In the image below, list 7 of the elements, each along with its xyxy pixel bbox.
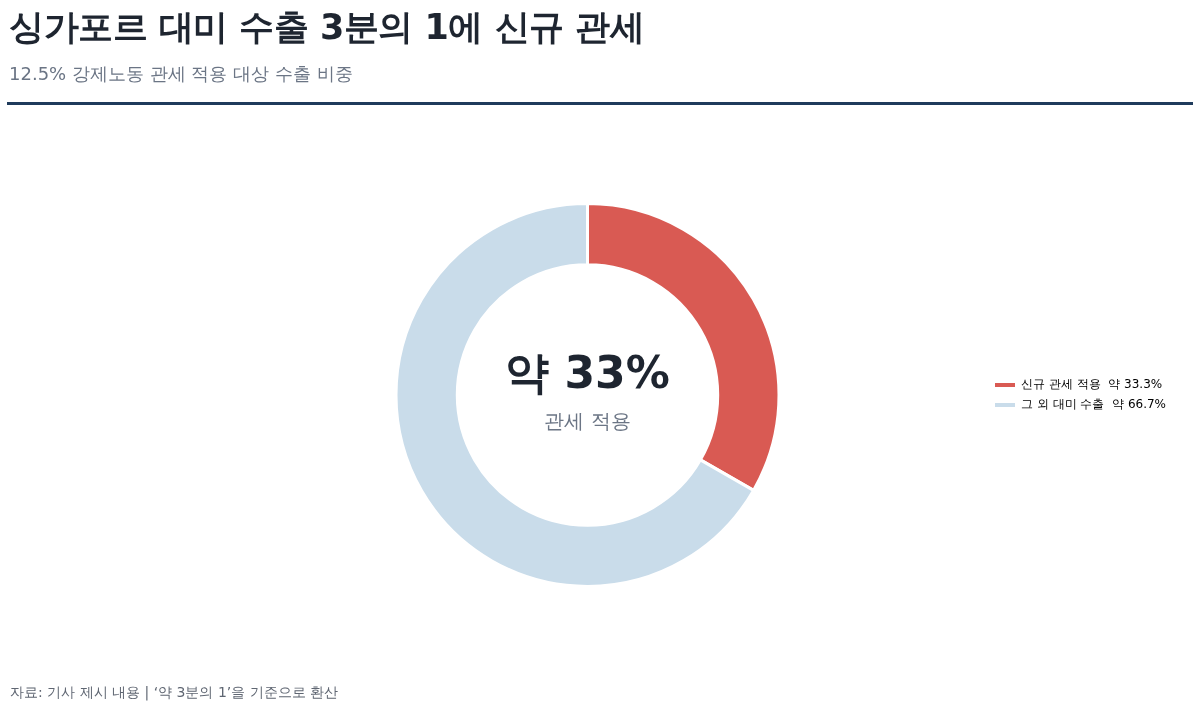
legend-label: 신규 관세 적용 약 33.3% bbox=[1020, 377, 1163, 392]
text: 관세 적용 bbox=[544, 409, 631, 434]
text: 자료: 기사 제시 내용 | ‘약 3분의 1’을 기준으로 환산 bbox=[10, 684, 339, 702]
legend-label: 그 외 대미 수출 약 66.7% bbox=[1020, 397, 1167, 412]
chart-title: 싱가포르 대미 수출 3분의 1에 신규 관세 bbox=[9, 6, 645, 49]
text: 12.5% 강제노동 관세 적용 대상 수출 비중 bbox=[9, 62, 353, 86]
text: 약 33% bbox=[505, 347, 670, 399]
